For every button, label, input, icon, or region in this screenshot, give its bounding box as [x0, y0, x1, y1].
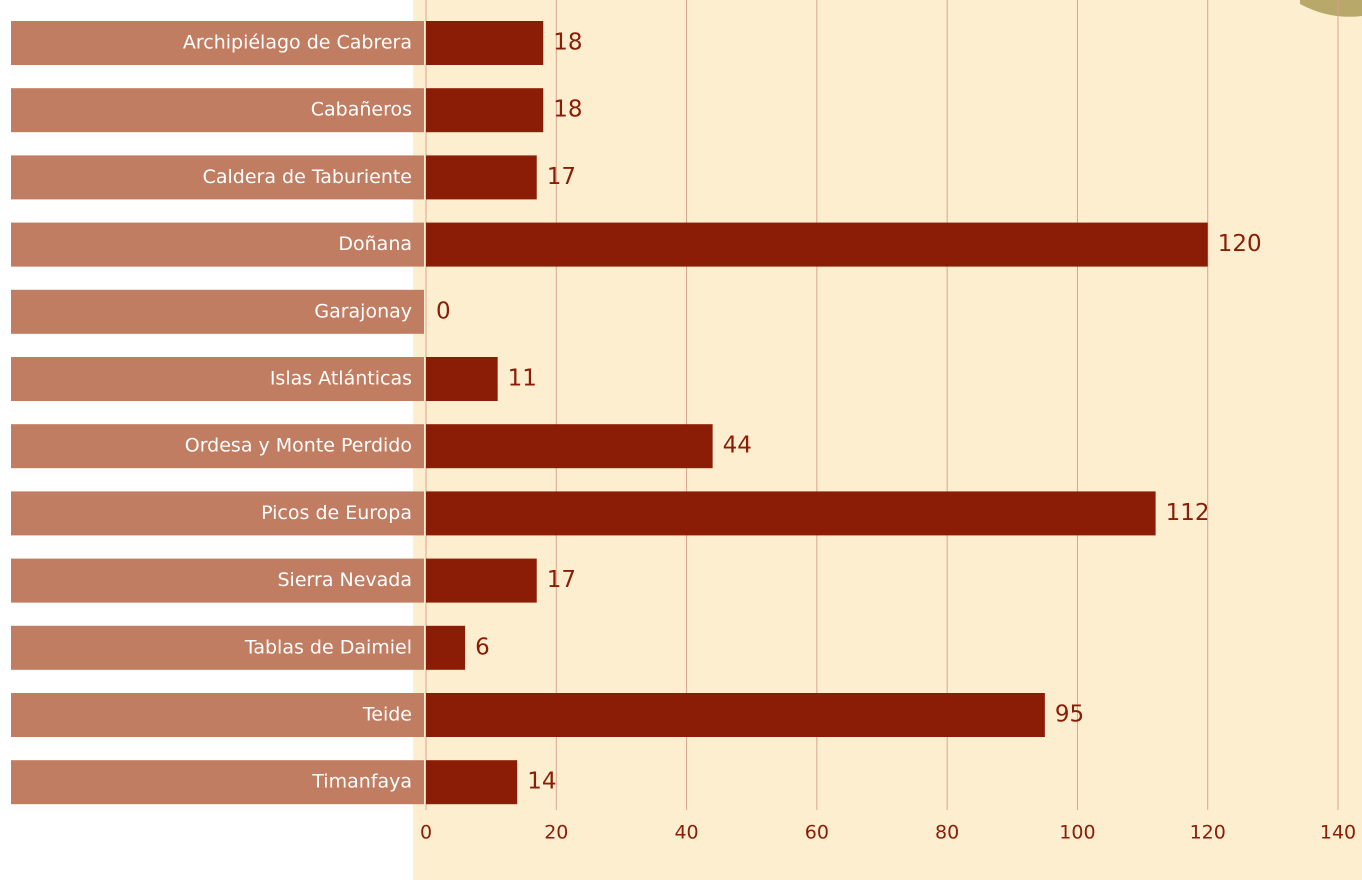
value-label: 112	[1166, 500, 1210, 526]
bar	[426, 222, 1208, 267]
category-label-box	[11, 693, 424, 737]
value-label: 120	[1218, 231, 1262, 257]
value-label: 17	[547, 567, 576, 593]
x-tick-label: 140	[1320, 822, 1356, 844]
category-label-box	[11, 155, 424, 200]
category-label-box	[11, 88, 424, 133]
y-tick-label: Picos de Europa	[261, 502, 412, 524]
y-tick-label: Archipiélago de Cabrera	[183, 32, 412, 54]
bar	[426, 625, 466, 670]
y-tick-label: Ordesa y Monte Perdido	[185, 435, 412, 457]
x-tick-label: 120	[1190, 822, 1226, 844]
bar	[426, 155, 537, 200]
bar	[426, 424, 713, 469]
y-tick-label: Cabañeros	[311, 99, 412, 121]
value-label: 0	[436, 298, 451, 324]
corner-image	[1300, 0, 1362, 17]
x-tick-label: 60	[805, 822, 829, 844]
category-label-box	[11, 289, 424, 334]
category-label-box	[11, 357, 424, 401]
category-label-box	[11, 625, 424, 670]
y-tick-label: Teide	[362, 704, 412, 726]
y-tick-label: Doñana	[338, 233, 412, 255]
category-label-box	[11, 760, 424, 805]
value-label: 6	[475, 634, 490, 660]
bar	[426, 558, 537, 603]
y-tick-label: Garajonay	[314, 300, 412, 322]
category-label-box	[11, 21, 424, 65]
x-tick-label: 100	[1059, 822, 1095, 844]
category-label-box	[11, 491, 424, 536]
value-label: 95	[1055, 702, 1084, 728]
bar	[426, 760, 518, 805]
bar	[426, 357, 498, 401]
bar	[426, 693, 1045, 737]
value-label: 14	[527, 769, 556, 795]
x-tick-label: 40	[674, 822, 698, 844]
value-label: 44	[723, 433, 752, 459]
category-label-box	[11, 558, 424, 603]
x-tick-label: 20	[544, 822, 568, 844]
category-label-box	[11, 424, 424, 469]
y-tick-label: Tablas de Daimiel	[244, 636, 412, 658]
x-tick-label: 0	[420, 822, 432, 844]
bar	[426, 21, 544, 65]
y-tick-label: Islas Atlánticas	[270, 368, 412, 390]
category-label-box	[11, 222, 424, 267]
bar	[426, 88, 544, 133]
value-label: 11	[508, 366, 537, 392]
y-tick-label: Sierra Nevada	[278, 569, 413, 591]
x-tick-label: 80	[935, 822, 959, 844]
value-label: 17	[547, 164, 576, 190]
value-label: 18	[553, 97, 582, 123]
y-tick-label: Timanfaya	[311, 771, 412, 793]
value-label: 18	[553, 30, 582, 56]
bar	[426, 491, 1156, 536]
y-tick-label: Caldera de Taburiente	[203, 166, 412, 188]
